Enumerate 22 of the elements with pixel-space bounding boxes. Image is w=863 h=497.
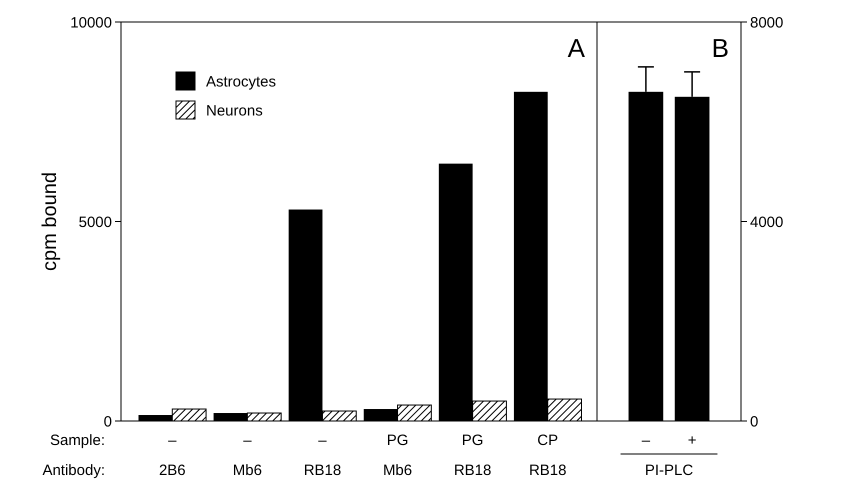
y-tick-label: 0 [104, 413, 112, 430]
x-tick-label: – [642, 432, 651, 449]
x-tick-label: PG Mb6 [382, 432, 412, 479]
legend-label: Astrocytes [206, 73, 276, 90]
y-axis-title: cpm bound [39, 172, 61, 271]
text: Antibody: [42, 462, 105, 479]
x-tick-label: PG RB18 [454, 432, 492, 479]
text: Sample: [50, 432, 105, 449]
x-tick-label: – RB18 [304, 432, 342, 479]
x-tick-label: – Mb6 [232, 432, 262, 479]
y-tick-label: 0 [750, 413, 758, 430]
x-tick-label: + [688, 432, 697, 449]
y-tick-label: 4000 [750, 214, 784, 231]
chart-title: B [712, 33, 729, 63]
y-tick-label: 8000 [750, 14, 784, 32]
chart-title: A [568, 33, 586, 63]
y-tick-label: 10000 [70, 14, 112, 32]
y-tick-label: 5000 [78, 214, 112, 231]
x-tick-label: CP RB18 [528, 432, 566, 479]
x-axis-title: PI-PLC [644, 462, 694, 479]
legend-label: Neurons [206, 102, 263, 120]
x-tick-label: – 2B6 [158, 432, 186, 479]
